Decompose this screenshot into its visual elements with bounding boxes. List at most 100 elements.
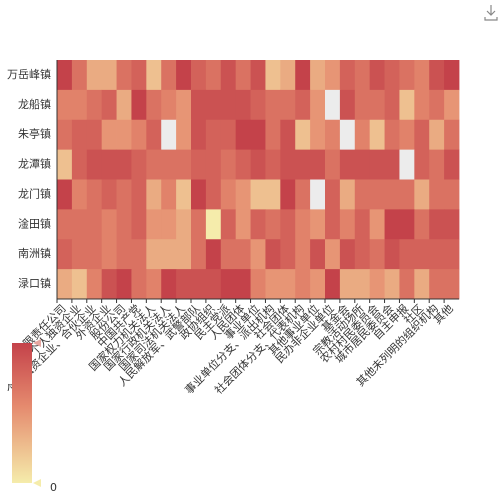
heatmap-cell[interactable] <box>310 89 326 121</box>
heatmap-cell[interactable] <box>146 239 162 270</box>
heatmap-cell[interactable] <box>191 269 207 300</box>
heatmap-cell[interactable] <box>71 149 88 180</box>
heatmap-cell[interactable] <box>86 269 103 300</box>
heatmap-cell[interactable] <box>71 60 88 91</box>
heatmap-cell[interactable] <box>369 149 385 180</box>
heatmap-cell[interactable] <box>265 149 281 180</box>
heatmap-cell[interactable] <box>384 89 400 121</box>
heatmap-cell[interactable] <box>265 119 281 151</box>
heatmap-cell[interactable] <box>250 239 266 270</box>
heatmap-cell[interactable] <box>176 269 192 300</box>
heatmap-cell[interactable] <box>265 239 281 270</box>
heatmap-cell[interactable] <box>131 239 147 270</box>
heatmap-cell[interactable] <box>429 209 445 240</box>
heatmap-cell[interactable] <box>429 119 445 151</box>
heatmap-cell[interactable] <box>57 89 73 121</box>
heatmap-cell[interactable] <box>220 269 237 300</box>
heatmap-cell[interactable] <box>444 179 460 210</box>
heatmap-cell[interactable] <box>57 209 73 240</box>
heatmap-cell[interactable] <box>414 209 430 240</box>
heatmap-cell[interactable] <box>354 119 371 151</box>
heatmap-cell[interactable] <box>354 209 371 240</box>
heatmap-cell[interactable] <box>116 179 132 210</box>
heatmap-cell[interactable] <box>310 60 326 91</box>
heatmap-cell[interactable] <box>280 119 296 151</box>
heatmap-cell[interactable] <box>191 149 207 180</box>
heatmap-cell[interactable] <box>220 149 237 180</box>
heatmap-cell[interactable] <box>354 89 371 121</box>
heatmap-cell[interactable] <box>384 119 400 151</box>
heatmap-cell[interactable] <box>250 89 266 121</box>
heatmap-cell[interactable] <box>86 209 103 240</box>
heatmap-cell[interactable] <box>265 60 281 91</box>
heatmap-cell[interactable] <box>176 60 192 91</box>
heatmap-cell[interactable] <box>191 209 207 240</box>
heatmap-cell[interactable] <box>71 209 88 240</box>
heatmap-cell[interactable] <box>220 60 237 91</box>
heatmap-cell[interactable] <box>71 239 88 270</box>
heatmap-cell[interactable] <box>325 179 341 210</box>
heatmap-cell[interactable] <box>429 239 445 270</box>
heatmap-cell[interactable] <box>250 179 266 210</box>
heatmap-cell[interactable] <box>116 119 132 151</box>
heatmap-cell[interactable] <box>161 179 177 210</box>
heatmap-cell[interactable] <box>131 149 147 180</box>
heatmap-cell[interactable] <box>354 239 371 270</box>
heatmap-cell[interactable] <box>86 60 103 91</box>
heatmap-cell[interactable] <box>414 269 430 300</box>
heatmap-cell[interactable] <box>86 89 103 121</box>
heatmap-cell[interactable] <box>101 209 117 240</box>
heatmap-cell[interactable] <box>235 269 251 300</box>
heatmap-cell[interactable] <box>205 60 222 91</box>
heatmap-cell[interactable] <box>101 179 117 210</box>
heatmap-cell[interactable] <box>71 119 88 151</box>
heatmap-cell[interactable] <box>399 179 415 210</box>
heatmap-cell[interactable] <box>101 149 117 180</box>
heatmap-cell[interactable] <box>444 149 460 180</box>
heatmap-cell[interactable] <box>250 119 266 151</box>
heatmap-cell[interactable] <box>220 179 237 210</box>
heatmap-cell[interactable] <box>57 179 73 210</box>
heatmap-cell[interactable] <box>71 89 88 121</box>
heatmap-cell[interactable] <box>384 269 400 300</box>
heatmap-cell[interactable] <box>325 269 341 300</box>
heatmap-cell[interactable] <box>444 239 460 270</box>
heatmap-cell[interactable] <box>101 239 117 270</box>
heatmap-cell[interactable] <box>339 179 356 210</box>
heatmap-cell[interactable] <box>384 149 400 180</box>
heatmap-cell[interactable] <box>339 239 356 270</box>
heatmap-cell[interactable] <box>250 209 266 240</box>
heatmap-cell[interactable] <box>310 239 326 270</box>
heatmap-cell[interactable] <box>265 89 281 121</box>
heatmap-cell[interactable] <box>414 89 430 121</box>
heatmap-cell[interactable] <box>146 149 162 180</box>
heatmap-cell[interactable] <box>57 119 73 151</box>
heatmap-cell[interactable] <box>354 149 371 180</box>
heatmap-cell[interactable] <box>310 269 326 300</box>
heatmap-cell[interactable] <box>414 119 430 151</box>
heatmap-cell[interactable] <box>205 179 222 210</box>
heatmap-cell[interactable] <box>235 209 251 240</box>
heatmap-cell[interactable] <box>146 119 162 151</box>
heatmap-cell[interactable] <box>220 209 237 240</box>
heatmap-cell[interactable] <box>86 119 103 151</box>
heatmap-cell[interactable] <box>325 209 341 240</box>
heatmap-cell[interactable] <box>414 149 430 180</box>
heatmap-cell[interactable] <box>57 60 73 91</box>
heatmap-cell[interactable] <box>325 239 341 270</box>
heatmap-cell[interactable] <box>399 239 415 270</box>
heatmap-cell[interactable] <box>235 149 251 180</box>
heatmap-cell[interactable] <box>116 269 132 300</box>
heatmap-cell[interactable] <box>339 89 356 121</box>
heatmap-cell[interactable] <box>399 209 415 240</box>
heatmap-cell[interactable] <box>280 60 296 91</box>
heatmap-cell[interactable] <box>250 60 266 91</box>
heatmap-cell[interactable] <box>161 89 177 121</box>
heatmap-cell[interactable] <box>146 209 162 240</box>
heatmap-cell[interactable] <box>339 269 356 300</box>
heatmap-cell[interactable] <box>220 119 237 151</box>
heatmap-cell[interactable] <box>161 60 177 91</box>
heatmap-cell[interactable] <box>116 89 132 121</box>
heatmap-cell[interactable] <box>176 209 192 240</box>
heatmap-cell[interactable] <box>161 119 177 151</box>
